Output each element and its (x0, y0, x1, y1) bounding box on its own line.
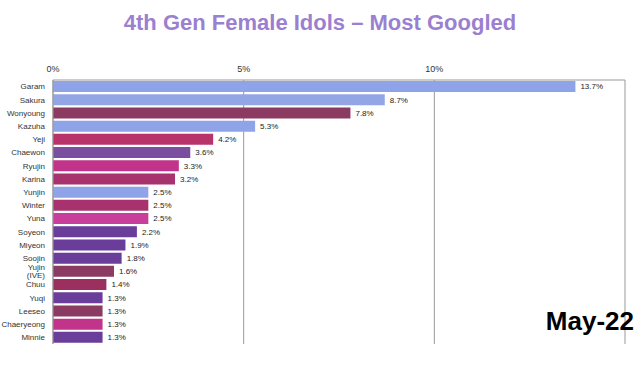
svg-text:Yujin(IVE): Yujin(IVE) (27, 263, 46, 280)
svg-text:5.3%: 5.3% (260, 122, 278, 131)
svg-text:Minnie: Minnie (21, 333, 45, 342)
svg-text:1.4%: 1.4% (111, 280, 129, 289)
svg-text:Miyeon: Miyeon (19, 241, 45, 250)
svg-text:2.5%: 2.5% (153, 214, 171, 223)
svg-text:1.3%: 1.3% (108, 294, 126, 303)
svg-text:Karina: Karina (22, 175, 46, 184)
svg-text:2.5%: 2.5% (153, 188, 171, 197)
svg-text:5%: 5% (237, 64, 250, 74)
svg-text:Yuqi: Yuqi (29, 294, 45, 303)
svg-text:Chaeryeong: Chaeryeong (1, 320, 45, 329)
svg-text:Leeseo: Leeseo (19, 307, 46, 316)
svg-text:1.6%: 1.6% (119, 267, 137, 276)
svg-text:1.8%: 1.8% (127, 254, 145, 263)
svg-text:Soojin: Soojin (23, 254, 45, 263)
svg-text:10%: 10% (425, 64, 443, 74)
svg-text:Chuu: Chuu (26, 280, 45, 289)
svg-text:0%: 0% (46, 64, 59, 74)
svg-text:Wonyoung: Wonyoung (7, 109, 45, 118)
svg-text:Winter: Winter (22, 201, 45, 210)
svg-text:1.3%: 1.3% (108, 320, 126, 329)
svg-text:Yunjin: Yunjin (23, 188, 45, 197)
html-text:May-22: May-22 (545, 306, 634, 336)
svg-text:2.2%: 2.2% (142, 228, 160, 237)
svg-text:2.5%: 2.5% (153, 201, 171, 210)
svg-text:Garam: Garam (21, 82, 46, 91)
svg-text:Chaewon: Chaewon (11, 148, 45, 157)
svg-text:Yuna: Yuna (27, 214, 46, 223)
svg-text:7.8%: 7.8% (355, 109, 373, 118)
svg-text:Ryujin: Ryujin (23, 162, 45, 171)
svg-text:1.9%: 1.9% (130, 241, 148, 250)
svg-text:3.2%: 3.2% (180, 175, 198, 184)
svg-text:8.7%: 8.7% (390, 96, 408, 105)
svg-text:1.3%: 1.3% (108, 333, 126, 342)
svg-text:4.2%: 4.2% (218, 135, 236, 144)
svg-text:Soyeon: Soyeon (18, 228, 45, 237)
svg-text:1.3%: 1.3% (108, 307, 126, 316)
svg-text:3.6%: 3.6% (195, 148, 213, 157)
svg-text:13.7%: 13.7% (580, 82, 603, 91)
svg-text:3.3%: 3.3% (184, 162, 202, 171)
svg-text:Kazuha: Kazuha (18, 122, 46, 131)
svg-text:Yeji: Yeji (32, 135, 45, 144)
html-text:4th Gen Female Idols – Most Go: 4th Gen Female Idols – Most Googled (123, 10, 517, 35)
svg-text:Sakura: Sakura (20, 96, 46, 105)
